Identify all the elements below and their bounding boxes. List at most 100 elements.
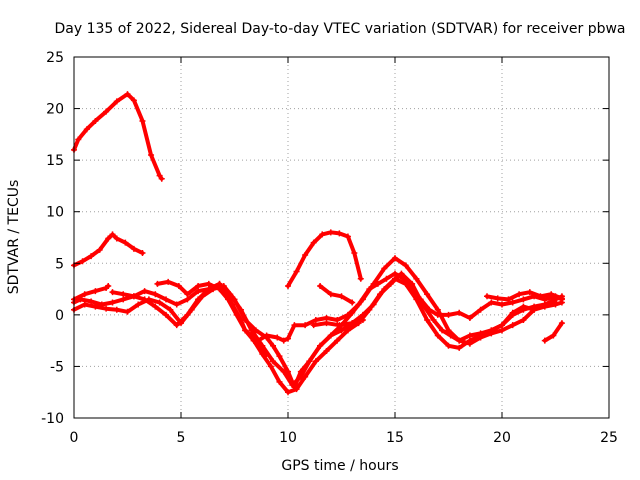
data-point [109,231,116,238]
data-point [148,151,155,158]
data-point [124,91,131,98]
series-line [251,338,269,357]
data-point [173,322,180,329]
x-tick-label: 0 [70,430,79,446]
data-point [88,253,95,260]
data-point [499,301,505,308]
data-point [349,320,356,327]
data-point [285,282,291,289]
x-axis-label: GPS time / hours [281,458,398,474]
data-point [520,317,527,324]
data-point [509,322,516,329]
series-track-g [154,270,559,396]
x-tick-label: 20 [493,430,511,446]
data-point [327,229,334,236]
data-point [306,358,313,365]
data-point [81,291,88,298]
data-point [494,295,501,302]
data-point [466,332,473,339]
data-point [537,293,544,300]
plot-frame [73,56,610,419]
data-point [447,332,454,339]
data-point [548,291,555,298]
data-point [81,301,88,308]
data-point [558,295,565,302]
data-point [338,327,345,334]
data-point [92,117,99,124]
data-point [310,239,317,246]
data-point [488,327,495,334]
data-point [270,358,277,365]
data-point [398,270,405,277]
data-point [456,309,463,316]
data-point [163,311,170,318]
data-point [293,268,300,275]
data-point [392,270,398,277]
data-point [312,358,319,365]
data-point [259,347,266,354]
data-point [327,332,334,339]
data-point [409,280,416,287]
data-point [242,327,249,334]
data-point [130,245,137,252]
data-point [139,117,146,124]
data-point [357,275,364,282]
y-tick-label: -5 [50,359,64,375]
series-track-h [285,229,364,289]
data-point [334,337,341,344]
data-point [109,299,116,306]
grid-lines [74,57,609,418]
data-point [334,317,341,324]
data-point [105,282,112,289]
y-tick-label: 15 [46,153,64,169]
series-track-k [250,337,270,358]
data-point [302,322,309,329]
data-point [184,291,191,298]
data-point [92,303,99,310]
data-point [124,308,131,315]
data-point [280,337,287,344]
data-point [83,126,90,133]
data-point [466,314,473,321]
data-point [351,249,358,256]
chart-title: Day 135 of 2022, Sidereal Day-to-day VTE… [54,21,625,37]
series-track-j [310,317,366,329]
data-point [285,389,291,396]
data-point [113,306,120,313]
x-tick-label: 10 [279,430,297,446]
data-point [466,340,473,347]
data-point [167,306,174,313]
data-point [135,301,142,308]
y-tick-label: 10 [46,205,64,221]
data-point [178,320,184,327]
x-tick-label: 15 [386,430,404,446]
data-point [195,282,202,289]
data-point [377,291,384,298]
data-point [366,306,373,313]
data-point [430,317,437,324]
series-line [286,230,363,288]
data-point [233,311,240,318]
data-point [349,299,356,306]
data-point [250,337,257,344]
data-point [122,239,129,246]
data-point [156,299,163,306]
data-point [163,296,170,303]
data-point [509,311,516,318]
data-point [541,337,548,344]
data-point [173,301,180,308]
data-point [113,98,120,105]
data-point [550,332,557,339]
data-point [526,289,533,296]
data-point [205,280,212,287]
series-line [72,232,145,268]
data-point [344,233,351,240]
data-point [175,282,182,289]
data-point [312,317,319,324]
data-point [263,351,270,358]
data-point [237,306,244,313]
data-point [205,286,212,293]
data-point [541,301,548,308]
data-point [499,327,505,334]
data-point [327,291,334,298]
